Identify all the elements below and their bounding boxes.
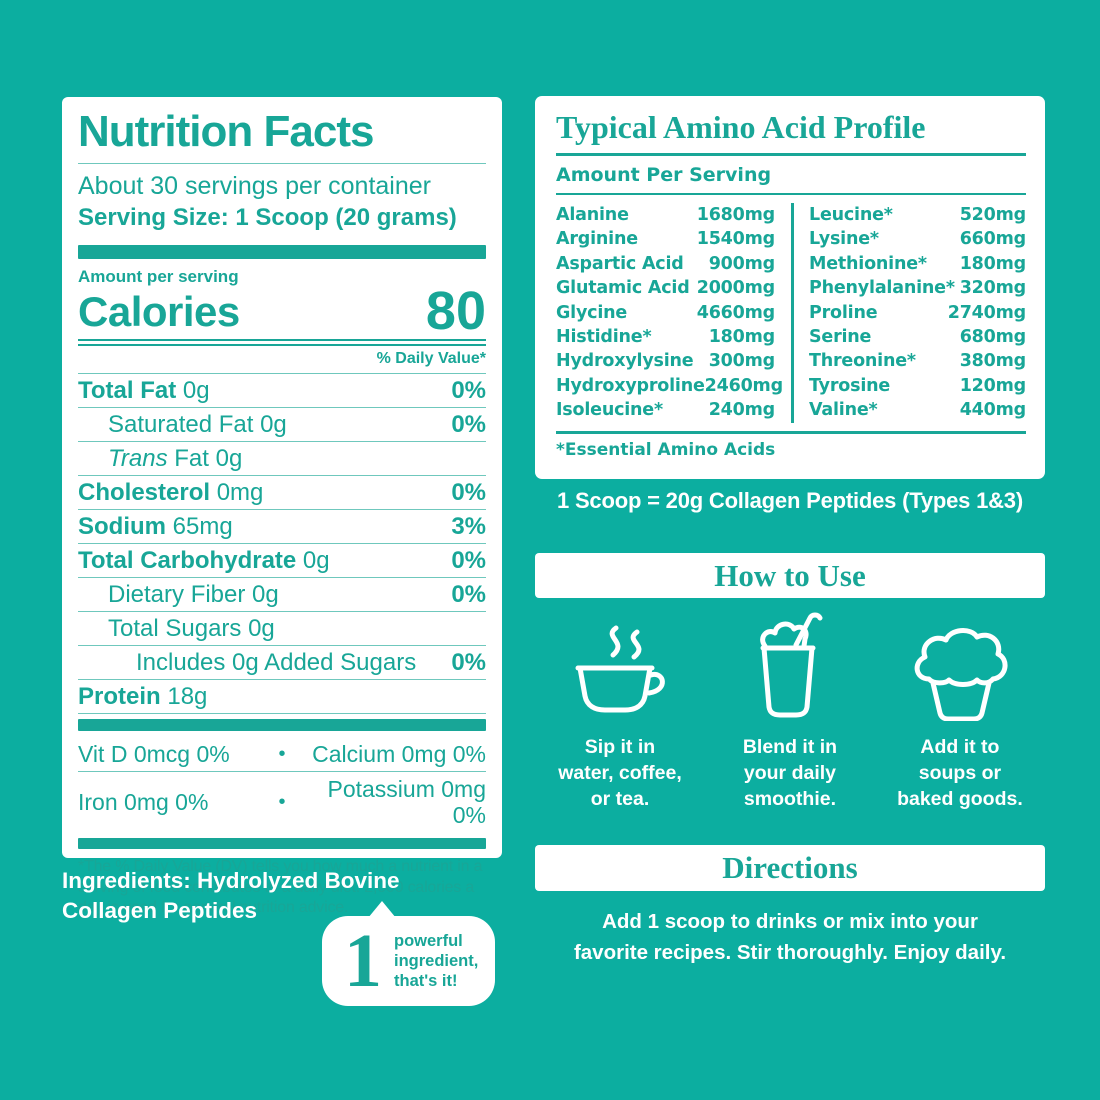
mineral-right: Calcium 0mg 0%	[312, 741, 486, 767]
bullet-separator: •	[278, 743, 286, 765]
amino-row: Valine* 440mg	[809, 400, 1026, 421]
nutrient-row-cholesterol: Cholesterol 0mg 0%	[78, 476, 486, 510]
nutrient-row-dietary-fiber: Dietary Fiber 0g 0%	[78, 578, 486, 612]
mineral-row-1: Vit D 0mcg 0% • Calcium 0mg 0%	[78, 737, 486, 772]
amino-acid-panel: Typical Amino Acid Profile Amount Per Se…	[535, 96, 1045, 479]
calories-row: Calories 80	[78, 281, 486, 341]
mineral-left: Iron 0mg 0%	[78, 789, 209, 815]
nutrient-row-added-sugars: Includes 0g Added Sugars 0%	[78, 646, 486, 680]
amino-row: Arginine 1540mg	[556, 229, 775, 250]
nutrient-label: Total Fat 0g	[78, 376, 210, 404]
badge-number: 1	[344, 919, 382, 1003]
ingredients-statement: Ingredients: Hydrolyzed Bovine Collagen …	[62, 866, 502, 926]
nutrient-dv: 0%	[451, 546, 486, 574]
muffin-icon	[875, 615, 1045, 721]
ingredients-label: Ingredients:	[62, 868, 191, 893]
nutrient-label: Dietary Fiber 0g	[108, 580, 279, 608]
divider	[556, 193, 1026, 195]
amino-row: Leucine* 520mg	[809, 205, 1026, 225]
caption-add: Add it to soups or baked goods.	[897, 736, 1023, 810]
nutrient-label: Sodium 65mg	[78, 512, 233, 540]
nutrient-label: Trans Fat 0g	[108, 444, 243, 472]
how-to-use-title: How to Use	[714, 557, 866, 593]
nutrient-row-trans-fat: Trans Fat 0g	[78, 442, 486, 476]
servings-per-container: About 30 servings per container	[78, 172, 431, 200]
nutrient-dv: 0%	[451, 478, 486, 506]
nutrient-label: Saturated Fat 0g	[108, 410, 287, 438]
nutrient-dv: 0%	[451, 376, 486, 404]
amino-panel-title: Typical Amino Acid Profile	[556, 109, 926, 145]
amino-row: Aspartic Acid 900mg	[556, 253, 775, 274]
mineral-left: Vit D 0mcg 0%	[78, 741, 230, 767]
daily-value-footnote: *The % Daily Value (DV) tells you how mu…	[78, 858, 483, 916]
nutrient-label: Total Sugars 0g	[108, 614, 275, 642]
coffee-cup-icon	[535, 615, 705, 721]
essential-amino-footnote: *Essential Amino Acids	[556, 439, 776, 460]
how-to-use-captions: Sip it in water, coffee, or tea. Blend i…	[535, 734, 1045, 812]
nutrient-dv: 3%	[451, 512, 486, 540]
amino-row: Glycine 4660mg	[556, 302, 775, 323]
nutrient-dv: 0%	[451, 580, 486, 608]
scoop-equivalence-note: 1 Scoop = 20g Collagen Peptides (Types 1…	[557, 488, 1023, 513]
amino-row: Hydroxylysine 300mg	[556, 351, 775, 372]
bullet-separator: •	[278, 791, 286, 813]
smoothie-icon	[705, 612, 875, 721]
ingredients-line-2: Collagen Peptides	[62, 898, 258, 923]
amino-row: Methionine* 180mg	[809, 253, 1026, 274]
caption-sip: Sip it in water, coffee, or tea.	[558, 736, 682, 810]
amino-column-left: Alanine 1680mg Arginine 1540mg Aspartic Ac…	[556, 203, 791, 423]
amino-row: Lysine* 660mg	[809, 229, 1026, 250]
badge-text: powerful ingredient, that's it!	[394, 932, 479, 990]
nutrient-label: Cholesterol 0mg	[78, 478, 264, 506]
amino-row: Alanine 1680mg	[556, 205, 775, 225]
divider	[556, 153, 1026, 156]
amino-column-right: Leucine* 520mg Lysine* 660mg Methionine* 18…	[791, 203, 1026, 423]
nutrient-row-total-sugars: Total Sugars 0g	[78, 612, 486, 646]
amino-row: Proline 2740mg	[809, 302, 1026, 323]
nutrient-row-protein: Protein 18g	[78, 680, 486, 714]
how-to-use-header: How to Use	[535, 553, 1045, 598]
amino-row: Tyrosine 120mg	[809, 375, 1026, 396]
amount-per-serving-label: Amount per serving	[78, 267, 239, 286]
divider	[556, 430, 1026, 434]
amino-row: Glutamic Acid 2000mg	[556, 278, 775, 299]
nutrient-label: Includes 0g Added Sugars	[136, 648, 417, 676]
mineral-row-2: Iron 0mg 0% • Potassium 0mg 0%	[78, 772, 486, 832]
nutrient-row-saturated-fat: Saturated Fat 0g 0%	[78, 408, 486, 442]
amino-table: Alanine 1680mg Arginine 1540mg Aspartic Ac…	[556, 203, 1026, 423]
amino-row: Histidine* 180mg	[556, 327, 775, 348]
amino-row: Hydroxyproline 2460mg	[556, 375, 783, 396]
nutrient-label: Total Carbohydrate 0g	[78, 546, 330, 574]
caption-blend: Blend it in your daily smoothie.	[742, 736, 838, 810]
daily-value-header: % Daily Value*	[78, 346, 486, 374]
serving-size: Serving Size: 1 Scoop (20 grams)	[78, 204, 457, 231]
divider	[78, 163, 486, 164]
directions-title: Directions	[722, 850, 858, 885]
nutrient-label: Protein 18g	[78, 682, 208, 710]
calories-label: Calories	[78, 288, 240, 335]
amino-row: Phenylalanine* 320mg	[809, 278, 1026, 299]
directions-text: Add 1 scoop to drinks or mix into your f…	[573, 910, 1007, 964]
amino-row: Isoleucine* 240mg	[556, 400, 775, 421]
nutrient-dv: 0%	[451, 648, 486, 676]
how-to-use-icons	[535, 612, 1045, 721]
amino-row: Threonine* 380mg	[809, 351, 1026, 372]
nutrient-dv: 0%	[451, 410, 486, 438]
nutrient-row-sodium: Sodium 65mg 3%	[78, 510, 486, 544]
nutrient-row-total-carbohydrate: Total Carbohydrate 0g 0%	[78, 544, 486, 578]
double-divider	[78, 339, 486, 346]
one-ingredient-badge: 1 powerful ingredient, that's it!	[322, 901, 495, 1006]
amount-per-serving-header: Amount Per Serving	[556, 164, 772, 186]
mineral-right: Potassium 0mg 0%	[327, 776, 486, 828]
thick-divider-bar	[78, 245, 486, 259]
nutrient-row-total-fat: Total Fat 0g 0%	[78, 374, 486, 408]
nutrition-facts-title: Nutrition Facts	[78, 107, 374, 156]
thick-divider-bar	[78, 838, 486, 849]
thick-divider-bar	[78, 719, 486, 731]
calories-value: 80	[425, 281, 486, 341]
directions-header: Directions	[535, 845, 1045, 891]
amino-row: Serine 680mg	[809, 327, 1026, 348]
nutrition-facts-panel: Nutrition Facts About 30 servings per co…	[62, 97, 502, 916]
ingredients-line-1: Ingredients: Hydrolyzed Bovine	[62, 868, 400, 893]
